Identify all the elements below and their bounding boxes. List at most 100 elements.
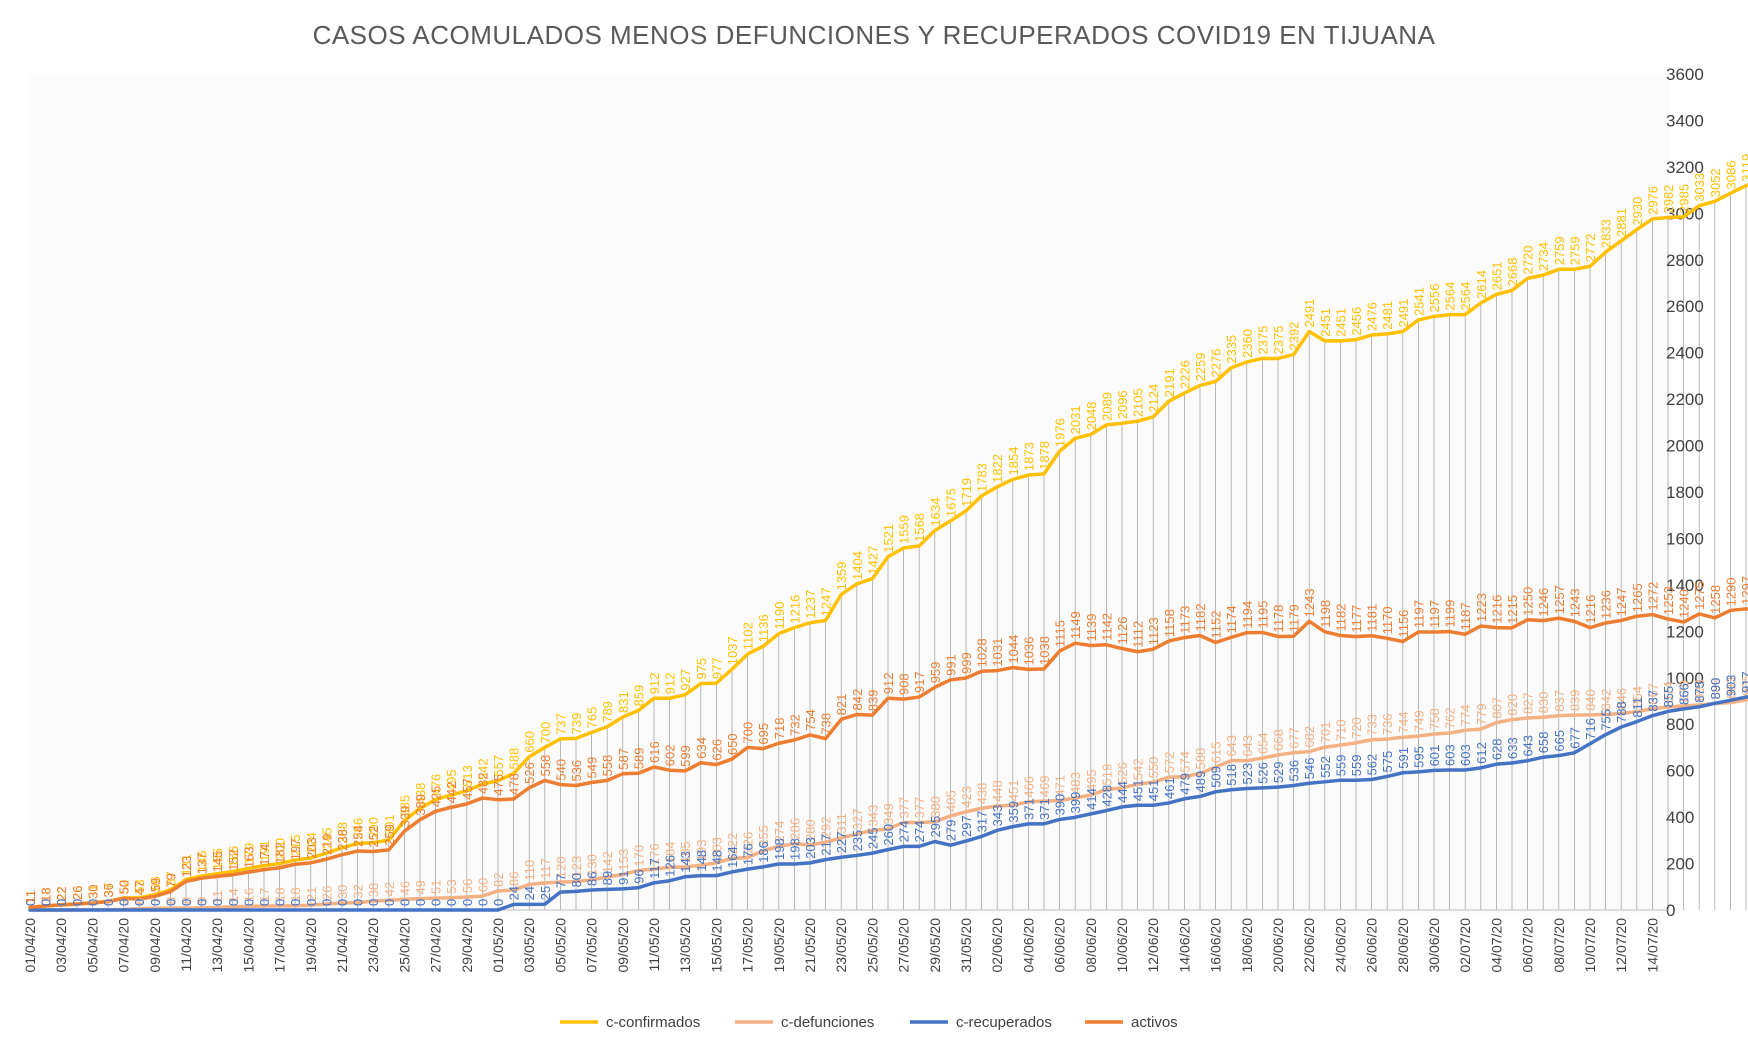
data-label-group: 758 xyxy=(1427,708,1442,730)
data-label-group: 42 xyxy=(382,882,397,896)
data-label-group: 203 xyxy=(304,837,319,859)
data-label-group: 788 xyxy=(1614,701,1629,723)
data-label-group: 2105 xyxy=(1131,388,1146,417)
data-label: 399 xyxy=(1068,792,1083,814)
data-label-group: 2651 xyxy=(1489,261,1504,290)
data-label-group: 737 xyxy=(553,713,568,735)
data-label-group: 875 xyxy=(1692,681,1707,703)
data-label: 1272 xyxy=(1645,582,1660,611)
data-label: 444 xyxy=(1115,781,1130,803)
data-label: 660 xyxy=(522,731,537,753)
data-label: 2375 xyxy=(1255,326,1270,355)
data-label-group: 176 xyxy=(647,843,662,865)
x-tick-label: 11/04/20 xyxy=(178,918,194,972)
x-tick: 08/07/20 xyxy=(1551,918,1567,973)
data-label-group: 890 xyxy=(1708,678,1723,700)
data-label: 0 xyxy=(491,899,506,906)
data-label: 148 xyxy=(709,850,724,872)
data-label-group: 1031 xyxy=(990,638,1005,667)
data-label: 0 xyxy=(85,899,100,906)
data-label-group: 22 xyxy=(54,886,69,900)
data-label-group: 1197 xyxy=(1427,600,1442,628)
data-label-group: 11 xyxy=(210,890,225,904)
data-label-group: 451 xyxy=(1146,780,1161,802)
data-label-group: 1559 xyxy=(897,515,912,544)
y-tick-label: 3400 xyxy=(1666,111,1704,130)
x-tick: 30/06/20 xyxy=(1426,918,1442,973)
x-tick-label: 05/05/20 xyxy=(552,918,568,973)
x-axis: 01/04/20 03/04/20 05/04/20 07/04/20 09/04/20… xyxy=(22,909,1668,973)
data-label: 79 xyxy=(163,873,178,887)
data-label: 859 xyxy=(631,685,646,707)
data-label: 736 xyxy=(1380,713,1395,735)
data-label-group: 495 xyxy=(444,769,459,791)
series-line-c-defunciones xyxy=(28,697,1748,912)
data-label-group: 1272 xyxy=(1645,582,1660,611)
data-label-group: 1250 xyxy=(1521,587,1536,616)
data-label: 2564 xyxy=(1443,282,1458,311)
data-label-group: 615 xyxy=(1209,741,1224,763)
x-tick-label: 04/07/20 xyxy=(1488,918,1504,973)
data-label-group: 2392 xyxy=(1287,322,1302,351)
data-label: 11 xyxy=(210,890,225,904)
x-tick: 17/04/20 xyxy=(272,918,288,973)
data-label-group: 148 xyxy=(694,850,709,872)
data-label-group: 371 xyxy=(1037,798,1052,820)
x-tick: 23/05/20 xyxy=(833,918,849,973)
data-label: 123 xyxy=(179,856,194,878)
data-label-group: 297 xyxy=(959,815,974,837)
data-label-group: 859 xyxy=(631,685,646,707)
data-label: 280 xyxy=(803,819,818,841)
data-label-group: 842 xyxy=(1599,689,1614,711)
data-label-group: 668 xyxy=(1271,729,1286,751)
data-label: 47 xyxy=(132,881,147,895)
data-label-group: 451 xyxy=(1006,780,1021,802)
data-label-group: 660 xyxy=(522,731,537,753)
data-label-group: 846 xyxy=(1614,688,1629,710)
data-label-group: 789 xyxy=(600,701,615,723)
data-label: 215 xyxy=(288,834,303,856)
data-label-group: 1404 xyxy=(850,551,865,580)
data-label-group: 327 xyxy=(850,808,865,830)
data-label: 0 xyxy=(475,899,490,906)
data-label: 22 xyxy=(54,886,69,900)
data-label-group: 588 xyxy=(1193,748,1208,770)
data-label: 1199 xyxy=(1443,600,1458,628)
data-label-group: 2048 xyxy=(1084,401,1099,430)
data-label-group: 50 xyxy=(117,880,132,894)
data-label: 839 xyxy=(865,689,880,711)
data-label-group: 513 xyxy=(460,765,475,787)
data-label-group: 31 xyxy=(85,884,100,898)
data-label-group: 1237 xyxy=(803,590,818,619)
data-label: 0 xyxy=(382,899,397,906)
x-tick: 13/05/20 xyxy=(677,918,693,973)
data-label: 890 xyxy=(1708,678,1723,700)
data-label: 156 xyxy=(210,848,225,870)
data-label: 198 xyxy=(787,838,802,860)
data-label: 682 xyxy=(1302,726,1317,748)
data-label-group: 0 xyxy=(54,899,69,906)
data-label: 11 xyxy=(23,890,38,904)
data-label: 3033 xyxy=(1692,173,1707,202)
data-label: 549 xyxy=(585,757,600,779)
data-label-group: 744 xyxy=(1396,712,1411,734)
data-label-group: 634 xyxy=(694,737,709,759)
x-tick: 10/06/20 xyxy=(1114,918,1130,973)
data-label: 51 xyxy=(429,880,444,894)
data-label: 495 xyxy=(1084,769,1099,791)
data-label-group: 905 xyxy=(1739,674,1748,696)
data-label-group: 182 xyxy=(273,842,288,864)
data-label-group: 120 xyxy=(553,856,568,878)
data-label: 377 xyxy=(912,797,927,819)
data-label: 0 xyxy=(273,899,288,906)
data-label: 842 xyxy=(850,689,865,711)
data-label-group: 131 xyxy=(179,854,194,876)
data-label: 1878 xyxy=(1037,441,1052,470)
chart-title: CASOS ACOMULADOS MENOS DEFUNCIONES Y REC… xyxy=(313,20,1436,50)
data-label-group: 1 xyxy=(101,899,116,906)
data-label: 1243 xyxy=(1567,588,1582,617)
data-label-group: 975 xyxy=(694,658,709,680)
data-label: 912 xyxy=(881,673,896,695)
x-tick: 05/04/20 xyxy=(84,918,100,973)
data-label: 476 xyxy=(429,774,444,796)
